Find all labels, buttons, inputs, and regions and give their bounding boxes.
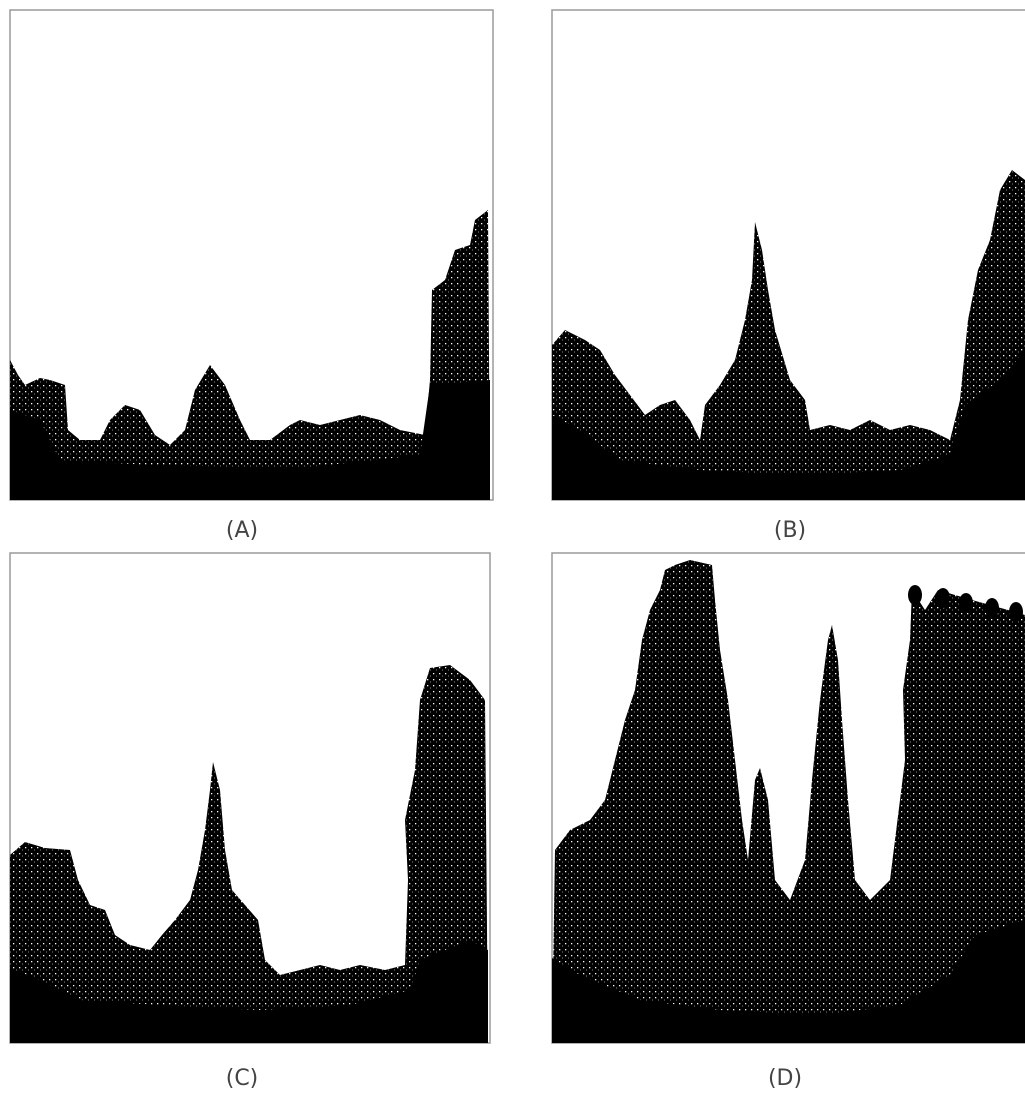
panel-label: (A): [226, 518, 258, 543]
panel-label: (C): [226, 1066, 259, 1091]
figure: (A) (B) (C) (D): [0, 0, 1025, 1101]
panel-d: (D): [552, 553, 1025, 1091]
panel-c: (C): [10, 553, 490, 1091]
panel-label: (B): [774, 518, 806, 543]
panel-frame: [10, 10, 493, 500]
panel-label: (D): [768, 1066, 802, 1091]
panel-b: (B): [552, 10, 1025, 543]
panel-a: (A): [10, 10, 493, 543]
